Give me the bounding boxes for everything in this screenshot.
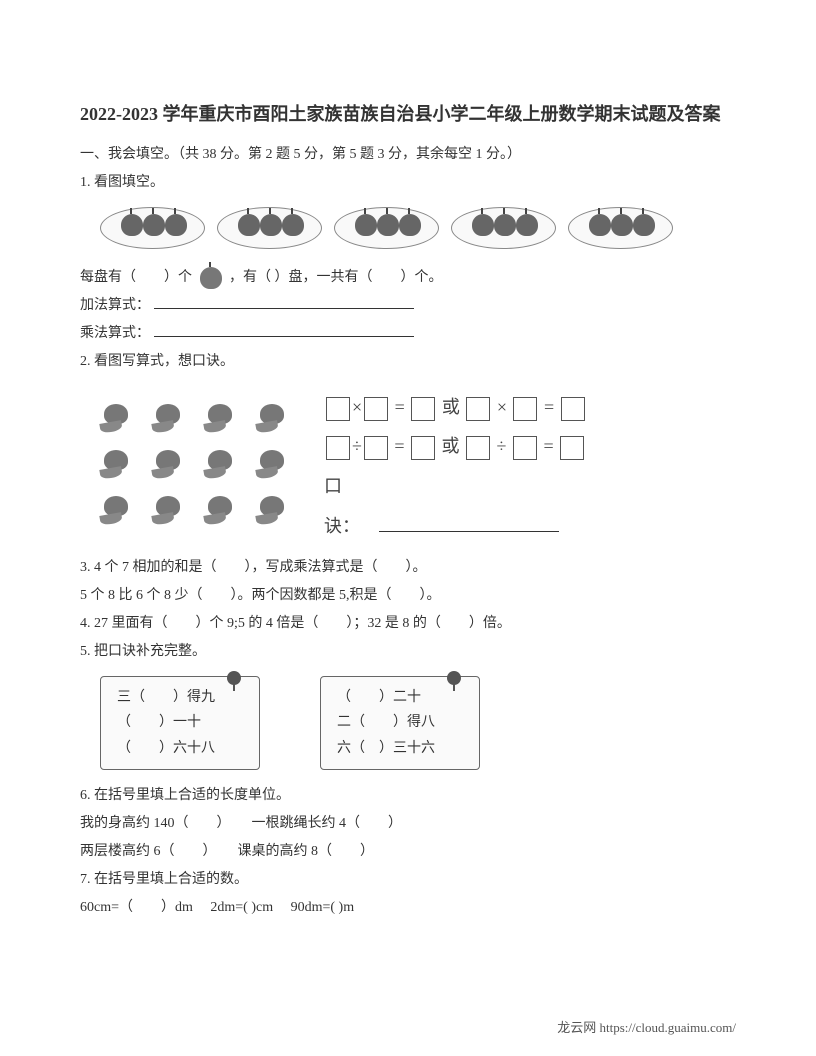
pin-icon <box>227 671 241 685</box>
q1-plates <box>100 207 736 249</box>
blank-box <box>466 436 490 460</box>
card-line: 六（ ）三十六 <box>337 736 459 761</box>
label: 加法算式： <box>80 298 150 313</box>
equation-row: × = 或 × = <box>324 388 587 428</box>
q4: 4. 27 里面有（ ）个 9;5 的 4 倍是（ ）；32 是 8 的（ ）倍… <box>80 610 736 638</box>
rose-icon <box>194 400 242 442</box>
q5-label: 5. 把口诀补充完整。 <box>80 638 736 666</box>
q6-line1: 我的身高约 140（ ） 一根跳绳长约 4（ ） <box>80 810 736 838</box>
blank-box <box>364 436 388 460</box>
blank-line <box>379 510 559 532</box>
text: 每盘有（ ）个 <box>80 270 192 285</box>
plate <box>451 207 556 249</box>
rose-icon <box>90 400 138 442</box>
rose-icon <box>246 446 294 488</box>
q1-multiplication: 乘法算式： <box>80 320 736 348</box>
text: = <box>395 397 410 417</box>
q3-line1: 3. 4 个 7 相加的和是（ ），写成乘法算式是（ ）。 <box>80 554 736 582</box>
blank-line <box>154 320 414 337</box>
blank-box <box>513 436 537 460</box>
label: 口诀： <box>324 467 374 546</box>
blank-line <box>154 292 414 309</box>
rose-grid <box>90 400 294 534</box>
text: 或 <box>442 436 460 456</box>
card: 三（ ）得九 （ ）一十 （ ）六十八 <box>100 676 260 770</box>
plate <box>217 207 322 249</box>
blank-box <box>466 397 490 421</box>
rose-icon <box>194 446 242 488</box>
q1-addition: 加法算式： <box>80 292 736 320</box>
q2-container: × = 或 × = ÷ = 或 ÷ = 口诀： <box>90 388 736 546</box>
rose-icon <box>90 446 138 488</box>
blank-box <box>513 397 537 421</box>
q2-label: 2. 看图写算式，想口诀。 <box>80 348 736 376</box>
card-line: （ ）二十 <box>337 685 459 710</box>
section-heading: 一、我会填空。（共 38 分。第 2 题 5 分，第 5 题 3 分，其余每空 … <box>80 141 736 169</box>
rose-icon <box>142 446 190 488</box>
text: = <box>394 436 409 456</box>
blank-box <box>411 436 435 460</box>
rose-icon <box>142 400 190 442</box>
plate <box>334 207 439 249</box>
fruit-icon <box>200 267 222 289</box>
q1-sentence: 每盘有（ ）个 ，有（ ）盘，一共有（ ）个。 <box>80 264 736 292</box>
blank-box <box>364 397 388 421</box>
blank-box <box>326 436 350 460</box>
q6-label: 6. 在括号里填上合适的长度单位。 <box>80 782 736 810</box>
q7-label: 7. 在括号里填上合适的数。 <box>80 866 736 894</box>
rose-icon <box>246 400 294 442</box>
plate <box>100 207 205 249</box>
card-line: 三（ ）得九 <box>117 685 239 710</box>
card-line: （ ）六十八 <box>117 736 239 761</box>
text: 或 <box>442 397 460 417</box>
equation-row: ÷ = 或 ÷ = <box>324 427 587 467</box>
blank-box <box>560 436 584 460</box>
page-title: 2022-2023 学年重庆市酉阳土家族苗族自治县小学二年级上册数学期末试题及答… <box>80 100 736 129</box>
q3-line2: 5 个 8 比 6 个 8 少（ ）。两个因数都是 5,积是（ ）。 <box>80 582 736 610</box>
card-line: （ ）一十 <box>117 710 239 735</box>
rose-icon <box>90 492 138 534</box>
q1-label: 1. 看图填空。 <box>80 169 736 197</box>
blank-box <box>561 397 585 421</box>
card-line: 二（ ）得八 <box>337 710 459 735</box>
rose-icon <box>142 492 190 534</box>
blank-box <box>411 397 435 421</box>
koujue-row: 口诀： <box>324 467 587 546</box>
rose-icon <box>246 492 294 534</box>
q7-line1: 60cm=（ ）dm 2dm=( )cm 90dm=( )m <box>80 894 736 922</box>
card: （ ）二十 二（ ）得八 六（ ）三十六 <box>320 676 480 770</box>
plate <box>568 207 673 249</box>
blank-box <box>326 397 350 421</box>
text: ，有（ ）盘，一共有（ ）个。 <box>229 270 443 285</box>
equation-block: × = 或 × = ÷ = 或 ÷ = 口诀： <box>324 388 587 546</box>
footer: 龙云网 https://cloud.guaimu.com/ <box>557 1017 736 1036</box>
q5-cards: 三（ ）得九 （ ）一十 （ ）六十八 （ ）二十 二（ ）得八 六（ ）三十六 <box>100 676 736 770</box>
label: 乘法算式： <box>80 326 150 341</box>
pin-icon <box>447 671 461 685</box>
q6-line2: 两层楼高约 6（ ） 课桌的高约 8（ ） <box>80 838 736 866</box>
rose-icon <box>194 492 242 534</box>
